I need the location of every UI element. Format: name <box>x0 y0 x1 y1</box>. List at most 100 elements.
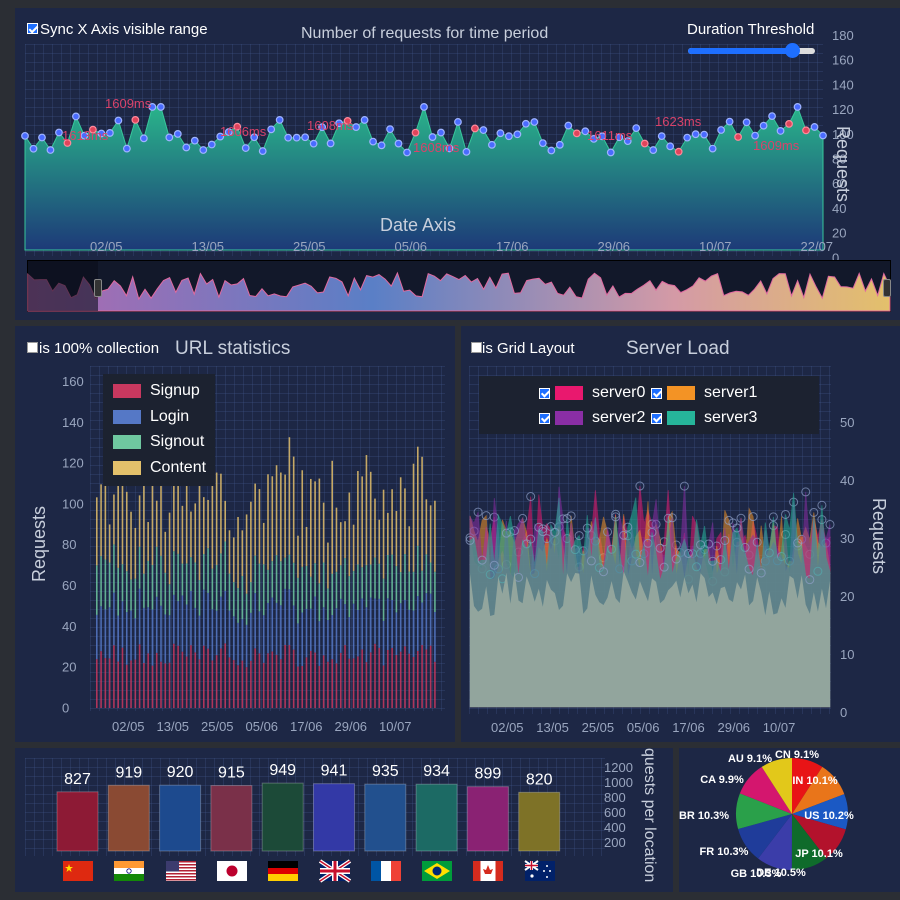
stacked-bar-segment <box>151 609 154 666</box>
legend-item-server1[interactable]: server1 <box>651 384 757 402</box>
data-point <box>564 121 573 130</box>
data-point <box>309 139 318 148</box>
legend-checkbox[interactable] <box>651 387 663 399</box>
stacked-bar-segment <box>130 660 132 708</box>
stacked-bar-segment <box>399 477 402 573</box>
data-point <box>555 140 564 149</box>
stacked-bar-segment <box>369 597 372 653</box>
stacked-bar-segment <box>232 660 235 708</box>
stacked-bar-segment <box>369 471 372 565</box>
stacked-bar-segment <box>254 555 256 594</box>
location-bar <box>210 785 253 852</box>
y-tick: 10 <box>840 647 854 662</box>
legend-label: Signup <box>150 382 200 399</box>
legend-swatch <box>113 384 141 398</box>
stacked-bar-segment <box>395 655 398 708</box>
pie-label: JP 10.1% <box>795 848 843 860</box>
duration-threshold-slider[interactable] <box>688 43 815 58</box>
data-point <box>55 128 63 137</box>
legend-item-signout[interactable]: Signout <box>113 433 204 451</box>
y-tick: 180 <box>832 28 854 43</box>
slider-thumb[interactable] <box>785 43 801 58</box>
stacked-bar-segment <box>421 456 423 571</box>
server-data-point <box>756 568 766 578</box>
stacked-bar-segment <box>399 651 402 708</box>
stacked-bar-segment <box>185 656 188 708</box>
navigator-right-handle[interactable] <box>883 279 891 297</box>
stacked-bar-segment <box>151 665 154 708</box>
url-chart-title: URL statistics <box>175 338 291 359</box>
stacked-bar-segment <box>207 648 209 708</box>
legend-item-content[interactable]: Content <box>113 459 206 477</box>
stacked-bar-segment <box>301 566 304 613</box>
data-point <box>717 126 726 134</box>
grid-layout-label: is Grid Layout <box>482 340 575 357</box>
requests-chart-title: Number of requests for time period <box>301 25 549 42</box>
legend-checkbox[interactable] <box>539 412 551 424</box>
server-data-point <box>817 500 827 510</box>
legend-label: server2 <box>592 409 646 426</box>
stacked-bar-segment <box>365 607 368 663</box>
data-point <box>513 130 522 139</box>
data-point <box>403 148 411 157</box>
legend-item-server3[interactable]: server3 <box>651 409 757 427</box>
sync-x-axis-checkbox[interactable] <box>27 23 38 34</box>
duration-annotation: 1608ms <box>307 118 354 133</box>
legend-checkbox[interactable] <box>651 412 663 424</box>
data-point <box>793 103 802 111</box>
x-tick: 13/05 <box>157 719 190 734</box>
flag-br-icon <box>422 861 453 881</box>
stacked-bar-segment <box>284 588 286 645</box>
server-data-point <box>477 555 487 565</box>
legend-item-signup[interactable]: Signup <box>113 382 200 400</box>
stacked-bar-segment <box>305 657 308 708</box>
location-bar <box>364 783 407 852</box>
pie-slice <box>761 758 792 814</box>
data-point <box>708 144 717 153</box>
stacked-bar-segment <box>357 656 359 708</box>
legend-item-server0[interactable]: server0 <box>539 384 645 402</box>
full-collection-checkbox[interactable] <box>27 342 38 353</box>
stacked-bar-segment <box>96 565 98 615</box>
pie-slice <box>739 766 792 814</box>
pie-label: GB 10.3% <box>731 868 782 880</box>
range-navigator[interactable] <box>27 260 891 312</box>
y-tick: 50 <box>840 415 854 430</box>
stacked-bar-segment <box>434 612 436 662</box>
stacked-bar-segment <box>241 530 244 576</box>
stacked-bar-segment <box>335 663 338 708</box>
stacked-bar-segment <box>318 665 321 708</box>
legend-item-login[interactable]: Login <box>113 408 189 426</box>
stacked-bar-segment <box>245 624 248 668</box>
x-tick: 05/06 <box>246 719 279 734</box>
stacked-bar-segment <box>387 598 389 651</box>
stacked-bar-segment <box>382 665 385 708</box>
data-point <box>148 103 157 111</box>
data-point <box>216 132 225 141</box>
data-point <box>776 127 785 135</box>
stacked-bar-segment <box>387 512 389 556</box>
stacked-bar-segment <box>104 464 107 560</box>
navigator-left-handle[interactable] <box>94 279 102 297</box>
stacked-bar-segment <box>275 555 278 603</box>
x-tick: 10/07 <box>763 720 796 735</box>
stacked-bar-segment <box>262 564 265 616</box>
legend-checkbox[interactable] <box>539 387 551 399</box>
stacked-bar-segment <box>391 489 393 555</box>
stacked-bar-segment <box>374 598 376 644</box>
y-tick: 140 <box>62 415 84 430</box>
stacked-bar-segment <box>237 516 239 589</box>
data-point <box>479 126 488 134</box>
stacked-bar-segment <box>339 522 342 566</box>
y-tick: 0 <box>62 700 69 715</box>
stacked-bar-segment <box>203 554 205 590</box>
legend-item-server2[interactable]: server2 <box>539 409 645 427</box>
legend-label: Content <box>150 458 207 476</box>
stacked-bar-segment <box>288 554 291 590</box>
server-data-point <box>574 531 584 541</box>
data-point <box>606 148 615 157</box>
data-point <box>768 112 776 120</box>
y-tick: 30 <box>840 531 854 546</box>
grid-layout-checkbox[interactable] <box>471 342 482 353</box>
stacked-bar-segment <box>421 602 423 646</box>
